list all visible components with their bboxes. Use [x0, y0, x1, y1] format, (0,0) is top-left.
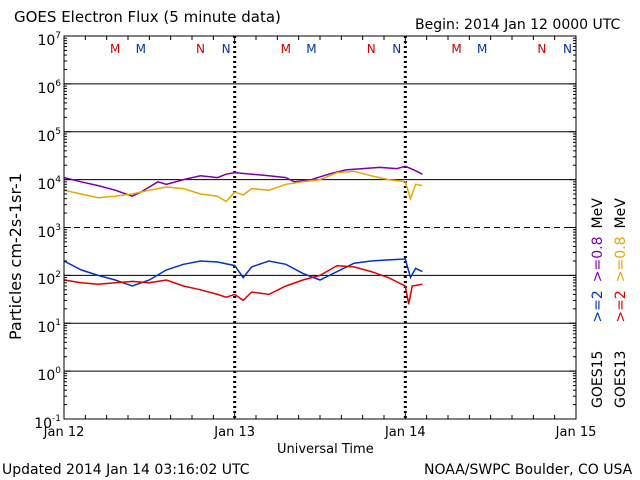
series-line-goes15-low: [63, 258, 423, 287]
credit: NOAA/SWPC Boulder, CO USA: [424, 462, 633, 478]
y-tick-base: 10: [37, 176, 56, 193]
legend-column: GOES15 >=2 >=0.8 MeV: [590, 190, 606, 408]
day-marker-n: N: [222, 42, 231, 56]
x-tick-label: Jan 12: [43, 425, 85, 440]
day-separators: [233, 36, 407, 419]
y-tick-exponent: 1: [55, 318, 61, 329]
data-series: [63, 165, 423, 305]
y-tick-exponent: 3: [55, 222, 61, 233]
y-tick-label: 103: [37, 220, 61, 241]
y-tick-label: 102: [37, 267, 61, 288]
y-tick-exponent: 5: [55, 126, 61, 137]
y-tick-base: 10: [37, 368, 56, 385]
series-line-goes13-low: [63, 264, 423, 305]
y-tick-base: 10: [37, 320, 56, 337]
y-axis-label-text: Particles cm-2s-1sr-1: [6, 172, 25, 340]
legend-entry: GOES13: [613, 350, 629, 408]
x-axis-label: Universal Time: [277, 442, 374, 457]
y-tick-label: 105: [37, 124, 61, 145]
legend-entry: MeV: [590, 198, 606, 229]
y-tick-base: 10: [37, 128, 56, 145]
gridlines: [64, 35, 576, 420]
y-tick-label: 106: [37, 76, 61, 97]
y-tick-label: 101: [37, 315, 61, 336]
y-tick-base: 10: [37, 224, 56, 241]
updated-timestamp: Updated 2014 Jan 14 03:16:02 UTC: [2, 462, 250, 478]
day-marker-m: M: [306, 42, 316, 56]
begin-date: Begin: 2014 Jan 12 0000 UTC: [415, 17, 621, 33]
day-marker-n: N: [392, 42, 401, 56]
x-tick-label: Jan 14: [384, 425, 426, 440]
legend-entry: MeV: [613, 198, 629, 229]
legend-entry: >=2: [590, 290, 606, 323]
y-tick-base: 10: [37, 33, 56, 49]
y-tick-base: 10: [37, 272, 56, 289]
day-marker-m: M: [110, 42, 120, 56]
day-marker-n: N: [563, 42, 572, 56]
y-tick-label: 10-1: [34, 411, 61, 432]
x-tick-label: Jan 13: [214, 425, 256, 440]
y-tick-exponent: 6: [55, 78, 61, 89]
legend-entry: GOES15: [590, 350, 606, 408]
legend-column: GOES13 >=2 >=0.8 MeV: [613, 190, 629, 408]
day-marker-n: N: [367, 42, 376, 56]
day-marker-m: M: [281, 42, 291, 56]
day-marker-m: M: [477, 42, 487, 56]
day-marker-n: N: [196, 42, 205, 56]
y-tick-label: 107: [37, 28, 61, 49]
y-tick-base: 10: [34, 416, 53, 432]
y-tick-exponent: 2: [55, 270, 61, 281]
axis-ticks: [63, 35, 577, 420]
day-marker-m: M: [451, 42, 461, 56]
y-tick-exponent: 0: [55, 366, 61, 377]
legend-entry: >=0.8: [590, 236, 606, 283]
y-tick-label: 104: [37, 172, 61, 193]
day-marker-n: N: [537, 42, 546, 56]
y-tick-exponent: 4: [55, 174, 61, 185]
y-tick-label: 100: [37, 363, 61, 384]
series-line-goes15-high: [63, 165, 423, 198]
y-tick-base: 10: [37, 80, 56, 97]
y-tick-exponent: -1: [52, 414, 61, 424]
x-tick-label: Jan 15: [555, 425, 597, 440]
y-axis-label: Particles cm-2s-1sr-1: [6, 172, 25, 340]
legend-entry: >=2: [613, 290, 629, 323]
y-tick-exponent: 7: [55, 31, 61, 41]
day-marker-m: M: [136, 42, 146, 56]
chart-title: GOES Electron Flux (5 minute data): [14, 8, 281, 26]
series-line-goes13-high: [63, 170, 423, 203]
legend-entry: >=0.8: [613, 236, 629, 283]
